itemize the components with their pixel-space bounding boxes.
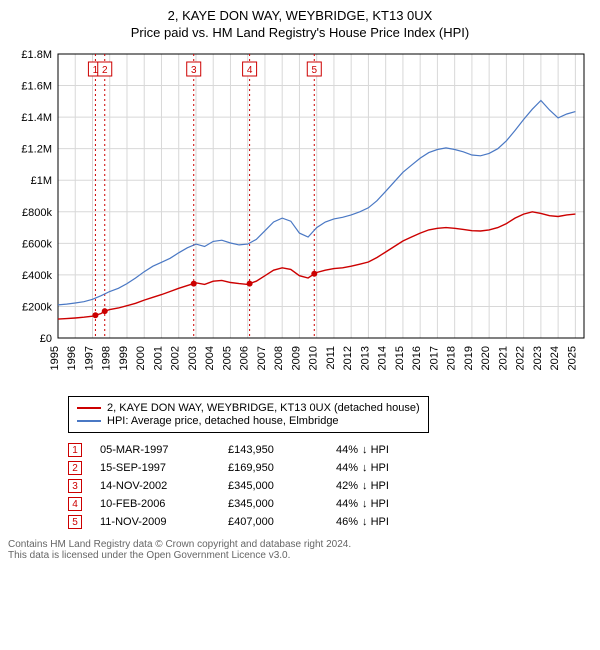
chart-title: 2, KAYE DON WAY, WEYBRIDGE, KT13 0UX: [8, 8, 592, 23]
svg-text:2017: 2017: [428, 346, 440, 370]
tx-date: 05-MAR-1997: [100, 444, 210, 456]
svg-text:£1.2M: £1.2M: [21, 144, 52, 156]
tx-pct-vs-hpi: 44% ↓ HPI: [336, 462, 389, 474]
svg-text:2001: 2001: [152, 346, 164, 370]
tx-marker: 4: [68, 497, 82, 511]
legend-swatch: [77, 407, 101, 409]
svg-text:2014: 2014: [377, 346, 389, 370]
svg-text:2009: 2009: [290, 346, 302, 370]
svg-text:2: 2: [102, 65, 108, 76]
svg-text:£1M: £1M: [31, 175, 52, 187]
svg-text:2000: 2000: [135, 346, 147, 370]
tx-marker: 1: [68, 443, 82, 457]
svg-text:£1.4M: £1.4M: [21, 112, 52, 124]
svg-text:4: 4: [247, 65, 253, 76]
svg-text:2013: 2013: [359, 346, 371, 370]
tx-price: £407,000: [228, 516, 318, 528]
down-arrow-icon: ↓ HPI: [362, 444, 389, 456]
footer-line: Contains HM Land Registry data © Crown c…: [8, 539, 592, 550]
down-arrow-icon: ↓ HPI: [362, 516, 389, 528]
svg-text:2021: 2021: [497, 346, 509, 370]
svg-text:2023: 2023: [532, 346, 544, 370]
svg-text:2025: 2025: [566, 346, 578, 370]
down-arrow-icon: ↓ HPI: [362, 480, 389, 492]
svg-text:£200k: £200k: [22, 301, 52, 313]
svg-text:£400k: £400k: [22, 270, 52, 282]
legend-label: HPI: Average price, detached house, Elmb…: [107, 415, 339, 427]
down-arrow-icon: ↓ HPI: [362, 462, 389, 474]
svg-text:2018: 2018: [446, 346, 458, 370]
svg-text:£600k: £600k: [22, 238, 52, 250]
tx-price: £345,000: [228, 498, 318, 510]
tx-price: £345,000: [228, 480, 318, 492]
tx-date: 15-SEP-1997: [100, 462, 210, 474]
tx-pct-vs-hpi: 44% ↓ HPI: [336, 444, 389, 456]
tx-marker: 3: [68, 479, 82, 493]
tx-marker: 2: [68, 461, 82, 475]
legend: 2, KAYE DON WAY, WEYBRIDGE, KT13 0UX (de…: [68, 396, 429, 433]
svg-text:2004: 2004: [204, 346, 216, 370]
tx-price: £143,950: [228, 444, 318, 456]
transaction-row: 4 10-FEB-2006 £345,000 44% ↓ HPI: [68, 497, 592, 511]
svg-text:1995: 1995: [49, 346, 61, 370]
svg-text:1999: 1999: [118, 346, 130, 370]
svg-text:2005: 2005: [221, 346, 233, 370]
svg-text:2016: 2016: [411, 346, 423, 370]
svg-text:2019: 2019: [463, 346, 475, 370]
chart-subtitle: Price paid vs. HM Land Registry's House …: [8, 25, 592, 40]
svg-text:2002: 2002: [170, 346, 182, 370]
transaction-row: 5 11-NOV-2009 £407,000 46% ↓ HPI: [68, 515, 592, 529]
tx-date: 10-FEB-2006: [100, 498, 210, 510]
svg-text:2008: 2008: [273, 346, 285, 370]
tx-price: £169,950: [228, 462, 318, 474]
transactions-table: 1 05-MAR-1997 £143,950 44% ↓ HPI 2 15-SEP-199…: [68, 443, 592, 529]
legend-item: 2, KAYE DON WAY, WEYBRIDGE, KT13 0UX (de…: [77, 402, 420, 414]
svg-text:£1.6M: £1.6M: [21, 81, 52, 93]
tx-pct-vs-hpi: 44% ↓ HPI: [336, 498, 389, 510]
chart-header: 2, KAYE DON WAY, WEYBRIDGE, KT13 0UX Pri…: [8, 8, 592, 40]
svg-text:2006: 2006: [239, 346, 251, 370]
svg-text:5: 5: [311, 65, 317, 76]
tx-date: 14-NOV-2002: [100, 480, 210, 492]
svg-text:2020: 2020: [480, 346, 492, 370]
svg-text:2007: 2007: [256, 346, 268, 370]
chart-container: 12345£0£200k£400k£600k£800k£1M£1.2M£1.4M…: [8, 48, 592, 388]
tx-pct-vs-hpi: 42% ↓ HPI: [336, 480, 389, 492]
transaction-row: 2 15-SEP-1997 £169,950 44% ↓ HPI: [68, 461, 592, 475]
svg-text:2011: 2011: [325, 346, 337, 370]
svg-text:2003: 2003: [187, 346, 199, 370]
svg-text:1996: 1996: [66, 346, 78, 370]
svg-text:1998: 1998: [101, 346, 113, 370]
tx-pct-vs-hpi: 46% ↓ HPI: [336, 516, 389, 528]
svg-text:2022: 2022: [515, 346, 527, 370]
tx-marker: 5: [68, 515, 82, 529]
footer-line: This data is licensed under the Open Gov…: [8, 550, 592, 561]
svg-text:2024: 2024: [549, 346, 561, 370]
svg-text:3: 3: [191, 65, 197, 76]
legend-label: 2, KAYE DON WAY, WEYBRIDGE, KT13 0UX (de…: [107, 402, 420, 414]
svg-text:£1.8M: £1.8M: [21, 49, 52, 61]
svg-text:2012: 2012: [342, 346, 354, 370]
transaction-row: 3 14-NOV-2002 £345,000 42% ↓ HPI: [68, 479, 592, 493]
transaction-row: 1 05-MAR-1997 £143,950 44% ↓ HPI: [68, 443, 592, 457]
svg-text:£0: £0: [40, 333, 52, 345]
svg-text:2015: 2015: [394, 346, 406, 370]
svg-text:£800k: £800k: [22, 207, 52, 219]
svg-text:2010: 2010: [308, 346, 320, 370]
legend-item: HPI: Average price, detached house, Elmb…: [77, 415, 420, 427]
legend-swatch: [77, 420, 101, 422]
tx-date: 11-NOV-2009: [100, 516, 210, 528]
svg-text:1997: 1997: [83, 346, 95, 370]
down-arrow-icon: ↓ HPI: [362, 498, 389, 510]
price-chart: 12345£0£200k£400k£600k£800k£1M£1.2M£1.4M…: [8, 48, 592, 388]
attribution-footer: Contains HM Land Registry data © Crown c…: [8, 539, 592, 561]
